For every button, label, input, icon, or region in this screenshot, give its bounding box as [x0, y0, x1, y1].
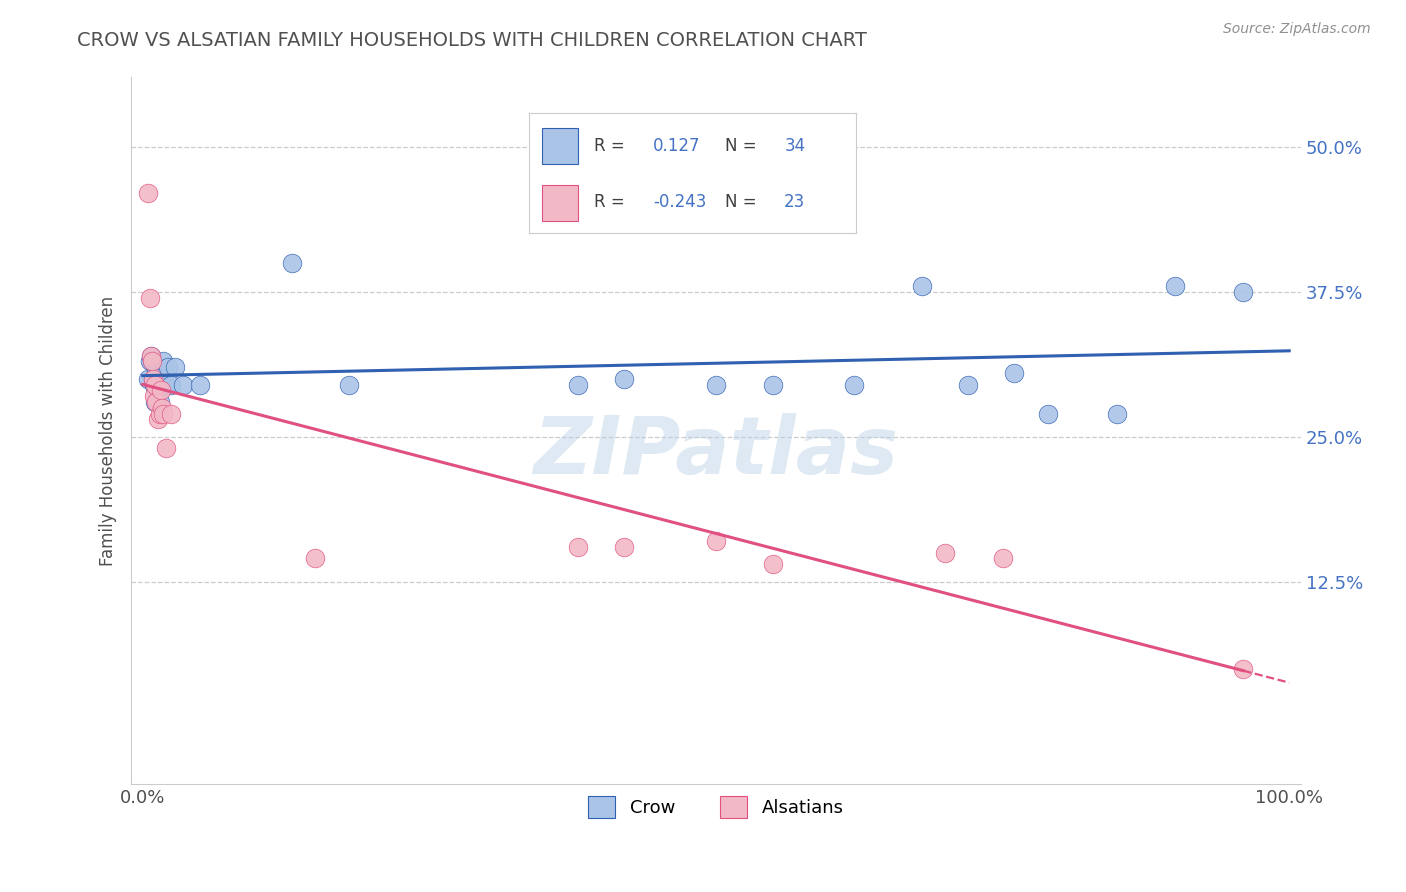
Point [762, 377, 785, 392]
Point [613, 540, 636, 554]
Point [704, 377, 727, 392]
Point [142, 372, 165, 386]
Point [934, 546, 956, 560]
Point [1232, 285, 1254, 299]
Point [1002, 366, 1025, 380]
Point [145, 395, 167, 409]
Point [957, 377, 980, 392]
Point [911, 279, 934, 293]
Point [304, 551, 326, 566]
Point [704, 534, 727, 549]
Y-axis label: Family Households with Children: Family Households with Children [100, 296, 117, 566]
Point [143, 377, 166, 392]
Point [155, 442, 177, 456]
Point [156, 360, 179, 375]
Point [188, 377, 211, 392]
Point [160, 407, 183, 421]
Point [149, 407, 172, 421]
Point [1038, 407, 1060, 421]
Point [567, 377, 589, 392]
Point [138, 354, 160, 368]
Point [142, 372, 165, 386]
Point [138, 186, 160, 201]
Text: ZIPatlas: ZIPatlas [533, 413, 898, 491]
Point [160, 377, 183, 392]
Point [138, 372, 160, 386]
Point [139, 349, 162, 363]
Point [152, 354, 174, 368]
Text: CROW VS ALSATIAN FAMILY HOUSEHOLDS WITH CHILDREN CORRELATION CHART: CROW VS ALSATIAN FAMILY HOUSEHOLDS WITH … [77, 31, 868, 50]
Point [150, 377, 173, 392]
Text: Source: ZipAtlas.com: Source: ZipAtlas.com [1223, 22, 1371, 37]
Point [1163, 279, 1185, 293]
Point [143, 389, 166, 403]
Point [1232, 661, 1254, 675]
Point [150, 366, 173, 380]
Point [991, 551, 1014, 566]
Point [163, 360, 186, 375]
Point [143, 377, 166, 392]
Point [281, 256, 304, 270]
Point [762, 558, 785, 572]
Point [143, 395, 166, 409]
Point [141, 354, 163, 368]
Legend: Crow, Alsatians: Crow, Alsatians [581, 789, 851, 825]
Point [146, 412, 169, 426]
Point [138, 291, 160, 305]
Point [152, 407, 174, 421]
Point [150, 384, 173, 398]
Point [145, 366, 167, 380]
Point [149, 395, 172, 409]
Point [1107, 407, 1129, 421]
Point [172, 377, 194, 392]
Point [150, 401, 173, 415]
Point [337, 377, 360, 392]
Point [155, 377, 177, 392]
Point [139, 349, 162, 363]
Point [613, 372, 636, 386]
Point [567, 540, 589, 554]
Point [153, 377, 176, 392]
Point [842, 377, 865, 392]
Point [141, 354, 163, 368]
Point [146, 360, 169, 375]
